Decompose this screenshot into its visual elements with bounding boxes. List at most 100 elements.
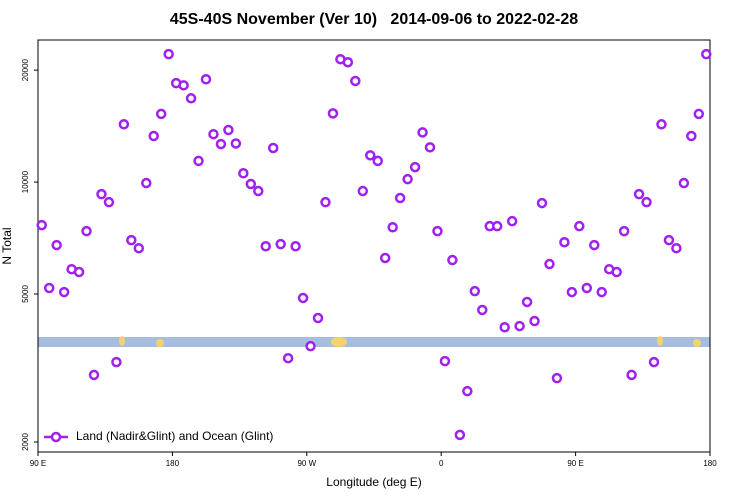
y-tick-label: 10000: [21, 170, 30, 193]
x-tick-label: 0: [439, 459, 444, 468]
point: [290, 241, 301, 252]
point: [462, 385, 473, 397]
point: [686, 130, 697, 142]
point: [387, 221, 398, 233]
point: [693, 108, 705, 120]
point: [581, 282, 593, 294]
point: [379, 252, 391, 264]
point: [663, 234, 675, 246]
point: [656, 119, 667, 130]
point: [51, 239, 62, 251]
point: [320, 196, 331, 208]
point: [596, 286, 607, 298]
point: [574, 220, 585, 232]
point: [394, 192, 406, 204]
land-patch: [657, 336, 663, 346]
point: [96, 188, 107, 200]
point: [469, 285, 481, 297]
point: [312, 312, 324, 324]
point: [514, 320, 525, 332]
point: [133, 242, 145, 254]
point: [357, 185, 369, 197]
point: [417, 127, 428, 138]
x-tick-label: 90 W: [297, 459, 316, 468]
land-patch: [156, 339, 164, 347]
land-patch: [331, 337, 347, 347]
point: [454, 429, 466, 441]
point: [633, 188, 645, 200]
point: [163, 48, 174, 60]
point: [43, 282, 55, 294]
plot-frame: [37, 39, 711, 453]
point: [126, 234, 137, 246]
point: [200, 74, 212, 85]
point: [432, 225, 443, 237]
point: [544, 258, 555, 270]
point: [491, 220, 503, 232]
legend-text: Land (Nadir&Glint) and Ocean (Glint): [76, 429, 273, 443]
point: [559, 236, 570, 248]
y-tick-label: 20000: [21, 58, 30, 81]
point: [365, 150, 376, 161]
point: [141, 177, 152, 189]
point: [193, 155, 204, 167]
point: [350, 75, 361, 87]
point: [282, 352, 294, 364]
point: [260, 241, 271, 252]
point: [641, 196, 652, 208]
point: [626, 369, 637, 381]
x-tick-label: 180: [166, 459, 180, 468]
point: [155, 108, 167, 120]
point: [439, 355, 451, 367]
point: [178, 80, 189, 91]
point: [275, 238, 286, 250]
point: [447, 254, 458, 266]
x-tick-label: 90 E: [30, 459, 46, 468]
map-strip: [38, 336, 710, 347]
point: [111, 356, 122, 368]
point: [305, 340, 316, 352]
point: [648, 356, 660, 368]
y-axis-label: N Total: [0, 227, 14, 264]
point: [185, 93, 197, 104]
point: [253, 185, 264, 197]
point: [81, 225, 92, 237]
land-patch: [119, 336, 125, 346]
y-tick-label: 5000: [21, 285, 30, 303]
point: [73, 266, 85, 278]
point: [297, 292, 309, 304]
ocean-strip: [38, 337, 710, 347]
point: [327, 108, 339, 119]
point: [521, 296, 533, 308]
point: [215, 138, 227, 150]
point: [118, 119, 130, 130]
point: [58, 286, 70, 298]
point: [36, 219, 47, 231]
point: [267, 142, 279, 154]
point: [342, 56, 354, 68]
point: [499, 322, 510, 333]
point: [671, 242, 682, 254]
point: [238, 168, 249, 179]
point: [372, 155, 383, 167]
point: [103, 196, 115, 208]
land-patch: [693, 339, 701, 347]
y-tick-label: 2000: [21, 433, 30, 451]
x-tick-label: 90 E: [567, 459, 583, 468]
point: [208, 128, 219, 140]
point: [223, 124, 234, 136]
chart-title: 45S-40S November (Ver 10) 2014-09-06 to …: [170, 11, 578, 28]
x-tick-label: 180: [703, 459, 717, 468]
point: [477, 304, 488, 316]
point: [566, 286, 578, 298]
point: [618, 225, 630, 237]
point: [245, 178, 257, 190]
point: [551, 372, 563, 384]
point: [529, 315, 540, 327]
point: [409, 161, 421, 173]
point: [230, 138, 242, 149]
point: [678, 177, 690, 189]
series: [36, 48, 712, 441]
